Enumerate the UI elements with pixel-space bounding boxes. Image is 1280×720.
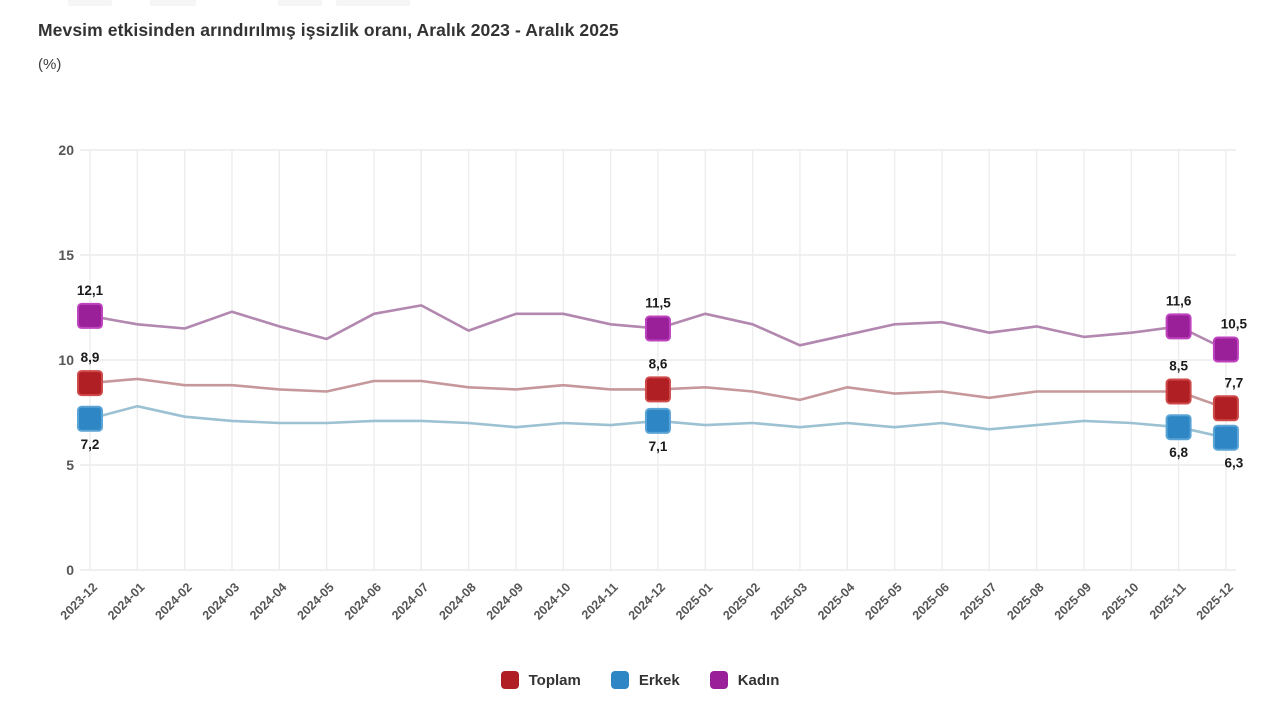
marker-toplam[interactable]	[1165, 378, 1192, 405]
x-axis-tick-label: 2025-11	[1147, 580, 1189, 622]
legend-swatch-icon	[709, 671, 728, 689]
marker-kadin[interactable]	[77, 302, 103, 329]
x-axis-tick-label: 2025-07	[957, 580, 999, 622]
x-axis-tick-label: 2025-02	[720, 580, 762, 622]
x-axis-tick-label: 2025-06	[910, 580, 952, 622]
x-axis-tick-label: 2025-01	[673, 580, 715, 622]
x-axis-tick-label: 2024-05	[294, 580, 336, 622]
x-axis-tick-label: 2025-10	[1099, 580, 1141, 622]
value-label-toplam: 8,5	[1169, 359, 1188, 374]
legend-item-label: Erkek	[638, 671, 680, 689]
chart-title: Mevsim etkisinden arındırılmış işsizlik …	[38, 20, 619, 40]
y-axis-tick-label: 5	[66, 457, 74, 473]
y-axis-tick-label: 20	[58, 142, 74, 158]
value-label-erkek: 6,8	[1169, 445, 1188, 460]
value-label-erkek: 7,1	[649, 439, 668, 454]
value-label-toplam: 8,6	[649, 356, 668, 371]
marker-toplam[interactable]	[77, 370, 103, 397]
y-axis-tick-label: 10	[58, 352, 74, 368]
legend-swatch-icon	[610, 671, 629, 689]
x-axis-tick-label: 2025-08	[1004, 580, 1046, 622]
y-axis-tick-label: 15	[58, 247, 74, 263]
top-edge-artifact	[150, 0, 196, 6]
legend-item-label: Kadın	[737, 671, 780, 689]
marker-toplam[interactable]	[1212, 395, 1239, 422]
x-axis-tick-label: 2025-04	[815, 580, 857, 622]
x-axis-tick-label: 2024-09	[484, 580, 526, 622]
value-label-kadin: 11,6	[1166, 293, 1192, 308]
chart-unit-label: (%)	[38, 56, 62, 73]
x-axis-tick-label: 2024-12	[626, 580, 668, 622]
marker-kadin[interactable]	[644, 315, 671, 342]
legend-item-toplam[interactable]: Toplam	[500, 671, 581, 689]
value-label-toplam: 7,7	[1225, 375, 1244, 390]
x-axis-tick-label: 2024-01	[105, 580, 147, 622]
value-label-erkek: 6,3	[1225, 456, 1244, 471]
value-label-kadin: 10,5	[1221, 317, 1248, 332]
y-axis-tick-label: 0	[66, 562, 74, 578]
value-label-erkek: 7,2	[81, 437, 100, 452]
x-axis-tick-label: 2024-08	[436, 580, 478, 622]
x-axis-tick-label: 2024-10	[531, 580, 573, 622]
x-axis-tick-label: 2024-03	[200, 580, 242, 622]
marker-kadin[interactable]	[1212, 336, 1239, 363]
value-label-kadin: 12,1	[77, 283, 104, 298]
legend-item-kadin[interactable]: Kadın	[709, 671, 780, 689]
top-edge-artifact	[336, 0, 410, 6]
marker-erkek[interactable]	[1212, 424, 1239, 451]
marker-toplam[interactable]	[644, 376, 671, 403]
top-edge-artifact	[278, 0, 322, 6]
marker-kadin[interactable]	[1165, 313, 1192, 340]
marker-erkek[interactable]	[1165, 414, 1192, 441]
legend-item-erkek[interactable]: Erkek	[610, 671, 680, 689]
x-axis-tick-label: 2024-11	[579, 580, 621, 622]
x-axis-tick-label: 2024-02	[152, 580, 194, 622]
x-axis-tick-label: 2024-06	[342, 580, 384, 622]
top-edge-artifact	[68, 0, 112, 6]
legend-item-label: Toplam	[528, 671, 581, 689]
chart-legend: Toplam Erkek Kadın	[0, 671, 1280, 689]
x-axis-tick-label: 2025-03	[768, 580, 810, 622]
x-axis-tick-label: 2025-12	[1194, 580, 1236, 622]
x-axis-tick-label: 2024-04	[247, 580, 289, 622]
x-axis-tick-label: 2025-09	[1052, 580, 1094, 622]
legend-swatch-icon	[500, 671, 519, 689]
x-axis-tick-label: 2023-12	[58, 580, 100, 622]
marker-erkek[interactable]	[644, 407, 671, 434]
marker-erkek[interactable]	[77, 405, 103, 432]
value-label-kadin: 11,5	[645, 296, 671, 311]
x-axis-tick-label: 2025-05	[862, 580, 904, 622]
x-axis-tick-label: 2024-07	[389, 580, 431, 622]
value-label-toplam: 8,9	[81, 350, 100, 365]
